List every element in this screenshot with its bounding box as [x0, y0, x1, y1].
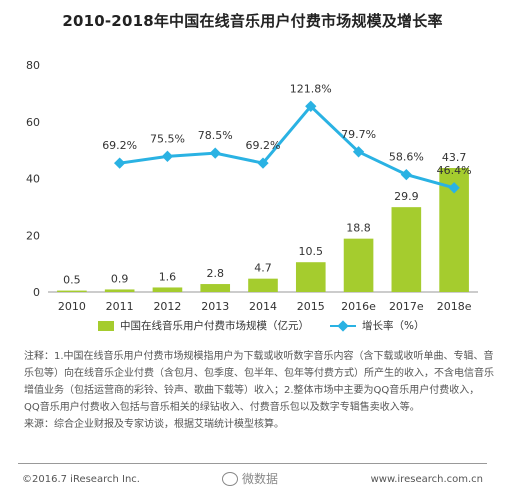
bar-value-label: 0.5: [63, 274, 81, 287]
notes-text: 注释：1.中国在线音乐用户付费市场规模指用户为下载或收听数字音乐内容（含下载或收…: [24, 351, 494, 413]
legend-label-bar: 中国在线音乐用户付费市场规模（亿元）: [120, 320, 309, 332]
bar: [391, 207, 422, 292]
watermark-text: 微数据: [242, 472, 279, 486]
y-tick-label: 40: [26, 173, 40, 186]
x-tick-label: 2011: [106, 300, 134, 313]
growth-value-label: 75.5%: [150, 132, 185, 145]
y-tick-label: 20: [26, 229, 40, 242]
x-tick-label: 2012: [153, 300, 181, 313]
chart-area: 0 20 40 60 80 0.5 2010 0.9 2011 1.6 2012 2.8 2013 4.7…: [26, 59, 478, 313]
bar-value-label: 4.7: [254, 262, 272, 275]
bar-value-label: 43.7: [442, 151, 467, 164]
bar: [104, 289, 135, 292]
growth-value-label: 78.5%: [198, 129, 233, 142]
bar: [200, 284, 231, 292]
footer-divider: [18, 463, 487, 464]
source-text: 来源：综合企业财报及专家访谈，根据艾瑞统计模型核算。: [24, 419, 284, 430]
x-tick-label: 2013: [201, 300, 229, 313]
bar-value-label: 18.8: [346, 222, 371, 235]
x-tick-label: 2018e: [437, 300, 472, 313]
bar: [295, 262, 326, 292]
bar: [248, 278, 278, 292]
x-tick-label: 2016e: [341, 300, 376, 313]
chart-title: 2010-2018年中国在线音乐用户付费市场规模及增长率: [62, 12, 443, 30]
growth-point: [448, 182, 460, 194]
bar-value-label: 29.9: [394, 190, 419, 203]
legend-item-bar: 中国在线音乐用户付费市场规模（亿元）: [98, 318, 309, 333]
growth-point: [114, 157, 126, 169]
bar-value-label: 1.6: [159, 270, 177, 283]
legend-label-line: 增长率（%）: [362, 320, 425, 332]
bar-value-label: 2.8: [206, 267, 224, 280]
legend-item-line: 增长率（%）: [330, 318, 424, 333]
growth-value-label: 69.2%: [102, 139, 137, 152]
x-tick-label: 2017e: [389, 300, 424, 313]
bar-value-label: 10.5: [299, 245, 324, 258]
bar-value-label: 0.9: [111, 272, 129, 285]
growth-value-label: 58.6%: [389, 151, 424, 164]
y-tick-label: 80: [26, 59, 40, 72]
weibo-icon: [222, 471, 238, 486]
watermark: 微数据: [222, 470, 278, 487]
copyright: ©2016.7 iResearch Inc.: [22, 474, 140, 485]
y-tick-label: 60: [26, 116, 40, 129]
notes: 注释：1.中国在线音乐用户付费市场规模指用户为下载或收听数字音乐内容（含下载或收…: [24, 348, 494, 433]
bar: [152, 287, 183, 292]
growth-point: [161, 150, 174, 162]
growth-value-label: 121.8%: [290, 82, 332, 95]
bar: [57, 290, 87, 292]
x-tick-label: 2015: [297, 300, 325, 313]
y-tick-label: 0: [33, 286, 40, 299]
bar: [343, 238, 374, 292]
x-tick-label: 2010: [58, 300, 86, 313]
legend-line-swatch: [330, 321, 356, 331]
website-url: www.iresearch.com.cn: [370, 474, 483, 485]
x-tick-label: 2014: [249, 300, 277, 313]
legend: 中国在线音乐用户付费市场规模（亿元） 增长率（%）: [0, 318, 505, 336]
growth-point: [400, 168, 412, 181]
growth-point: [209, 147, 221, 159]
legend-bar-swatch: [98, 320, 114, 331]
growth-line: [119, 104, 455, 190]
growth-point: [257, 157, 269, 169]
growth-value-label: 79.7%: [341, 128, 376, 141]
growth-value-label: 69.2%: [246, 139, 281, 152]
growth-value-label: 46.4%: [437, 164, 472, 177]
